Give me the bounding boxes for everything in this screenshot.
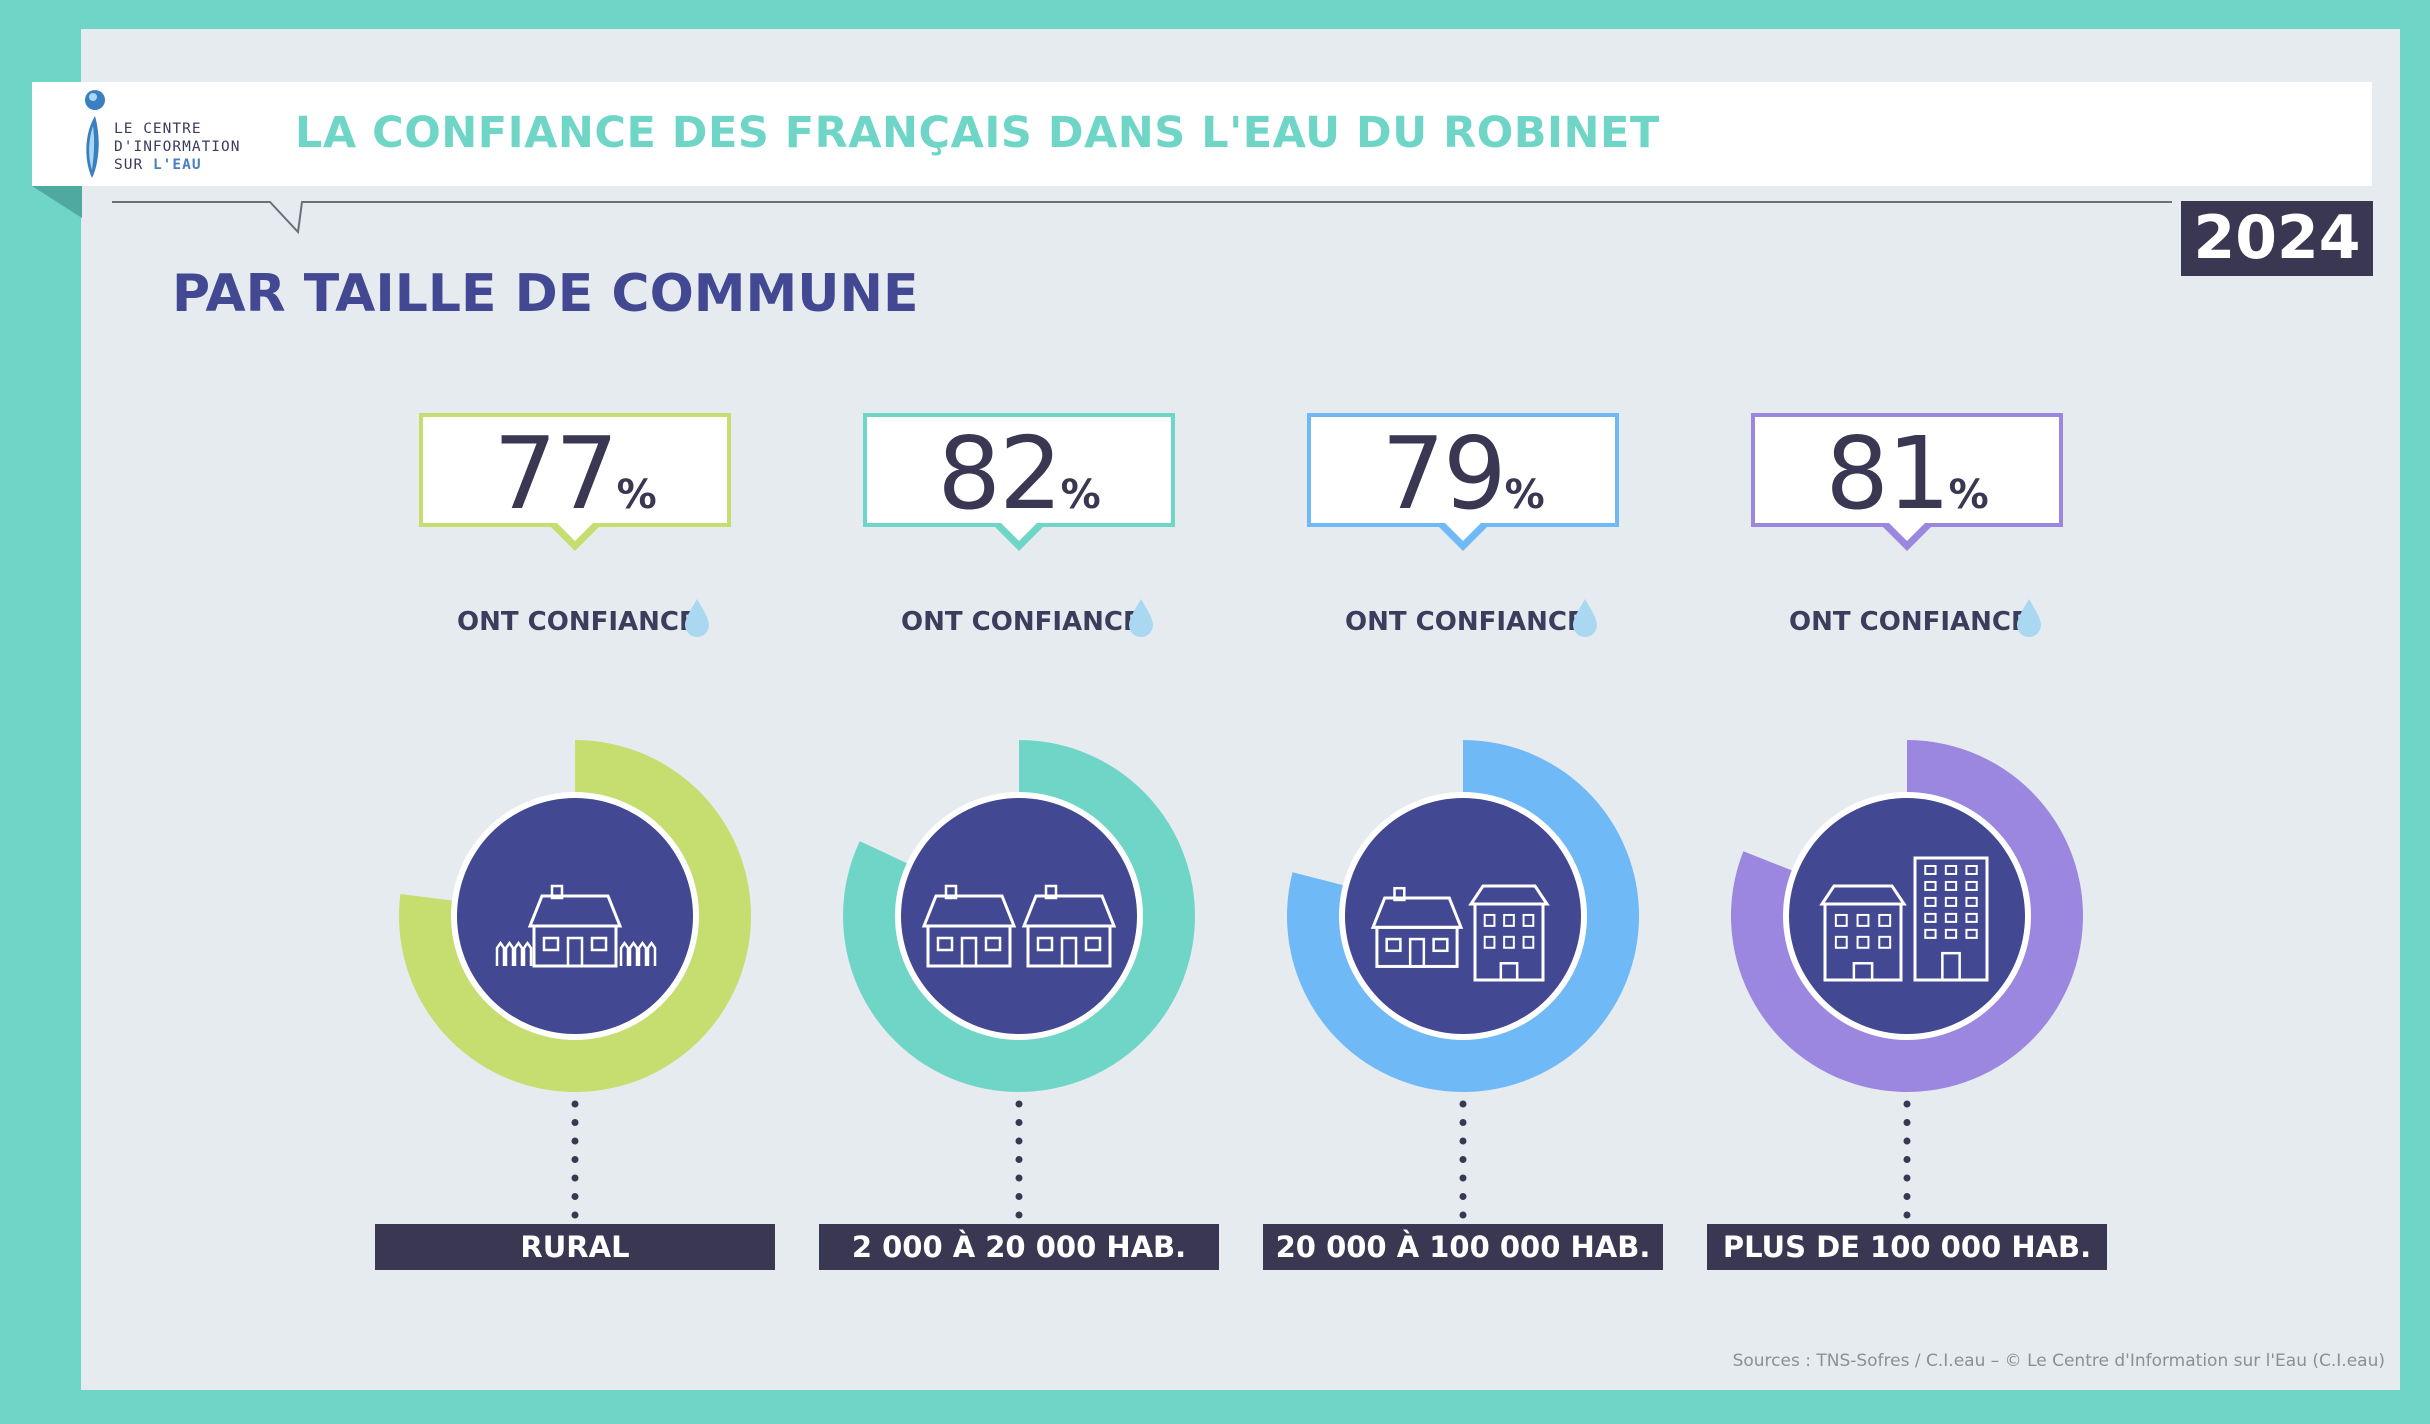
house-and-building-icon (1370, 884, 1550, 982)
donut-chart (843, 740, 1195, 1092)
water-drop-icon (2017, 599, 2041, 637)
donut-segment (1287, 740, 1639, 1092)
building-and-tower-icon (1819, 856, 1989, 982)
donut-segment (1731, 740, 2083, 1092)
source-note: Sources : TNS-Sofres / C.I.eau – © Le Ce… (1732, 1351, 2385, 1371)
caption-ont-confiance: ONT CONFIANCE (901, 607, 1141, 637)
infographic-frame (81, 29, 2400, 1390)
percentage-box: 77% (419, 413, 731, 531)
percentage-sign: % (616, 472, 657, 518)
logo-line-3b: L'EAU (152, 157, 202, 173)
water-drop-icon (1573, 599, 1597, 637)
category-label: RURAL (375, 1224, 775, 1270)
dotted-connector (1015, 1100, 1023, 1219)
donut-chart (399, 740, 751, 1092)
category-label: 2 000 À 20 000 HAB. (819, 1224, 1219, 1270)
caption-ont-confiance: ONT CONFIANCE (1345, 607, 1585, 637)
donut-chart (1731, 740, 2083, 1092)
donut-center (1345, 798, 1581, 1034)
header-rule (112, 201, 2172, 235)
category-label: PLUS DE 100 000 HAB. (1707, 1224, 2107, 1270)
box-pointer-inner (1000, 522, 1038, 541)
logo: LE CENTRE D'INFORMATION SUR L'EAU (80, 86, 280, 186)
caption-ont-confiance: ONT CONFIANCE (1789, 607, 2029, 637)
donut-center (901, 798, 1137, 1034)
percentage-value: 81 (1825, 415, 1950, 532)
dotted-connector (571, 1100, 579, 1219)
percentage-sign: % (1948, 472, 1989, 518)
percentage-box: 81% (1751, 413, 2063, 531)
percentage-box: 82% (863, 413, 1175, 531)
box-pointer-inner (556, 522, 594, 541)
water-drop-logo-icon (85, 90, 105, 178)
logo-line-1: LE CENTRE (114, 121, 202, 137)
two-houses-icon (921, 884, 1117, 968)
logo-text: LE CENTRE D'INFORMATION SUR L'EAU (114, 120, 241, 174)
banner-fold (32, 186, 82, 218)
logo-line-3: SUR L'EAU (114, 156, 241, 174)
percentage-value: 79 (1381, 415, 1506, 532)
box-pointer-inner (1888, 522, 1926, 541)
dotted-connector (1459, 1100, 1467, 1219)
water-drop-icon (685, 599, 709, 637)
logo-line-3a: SUR (114, 157, 144, 173)
box-pointer-inner (1444, 522, 1482, 541)
donut-segment (843, 740, 1195, 1092)
dotted-connector (1903, 1100, 1911, 1219)
donut-center (457, 798, 693, 1034)
section-title: PAR TAILLE DE COMMUNE (172, 264, 919, 324)
percentage-value: 77 (493, 415, 618, 532)
percentage-value: 82 (937, 415, 1062, 532)
rural-house-fence-icon (495, 884, 657, 968)
donut-chart (1287, 740, 1639, 1092)
category-label: 20 000 À 100 000 HAB. (1263, 1224, 1663, 1270)
logo-line-2: D'INFORMATION (114, 139, 241, 155)
water-drop-icon (1129, 599, 1153, 637)
percentage-box: 79% (1307, 413, 1619, 531)
main-title: LA CONFIANCE DES FRANÇAIS DANS L'EAU DU … (295, 108, 1660, 158)
percentage-sign: % (1504, 472, 1545, 518)
year-badge: 2024 (2181, 201, 2373, 276)
donut-segment (399, 740, 751, 1092)
header-bar (32, 82, 2372, 186)
percentage-sign: % (1060, 472, 1101, 518)
caption-ont-confiance: ONT CONFIANCE (457, 607, 697, 637)
